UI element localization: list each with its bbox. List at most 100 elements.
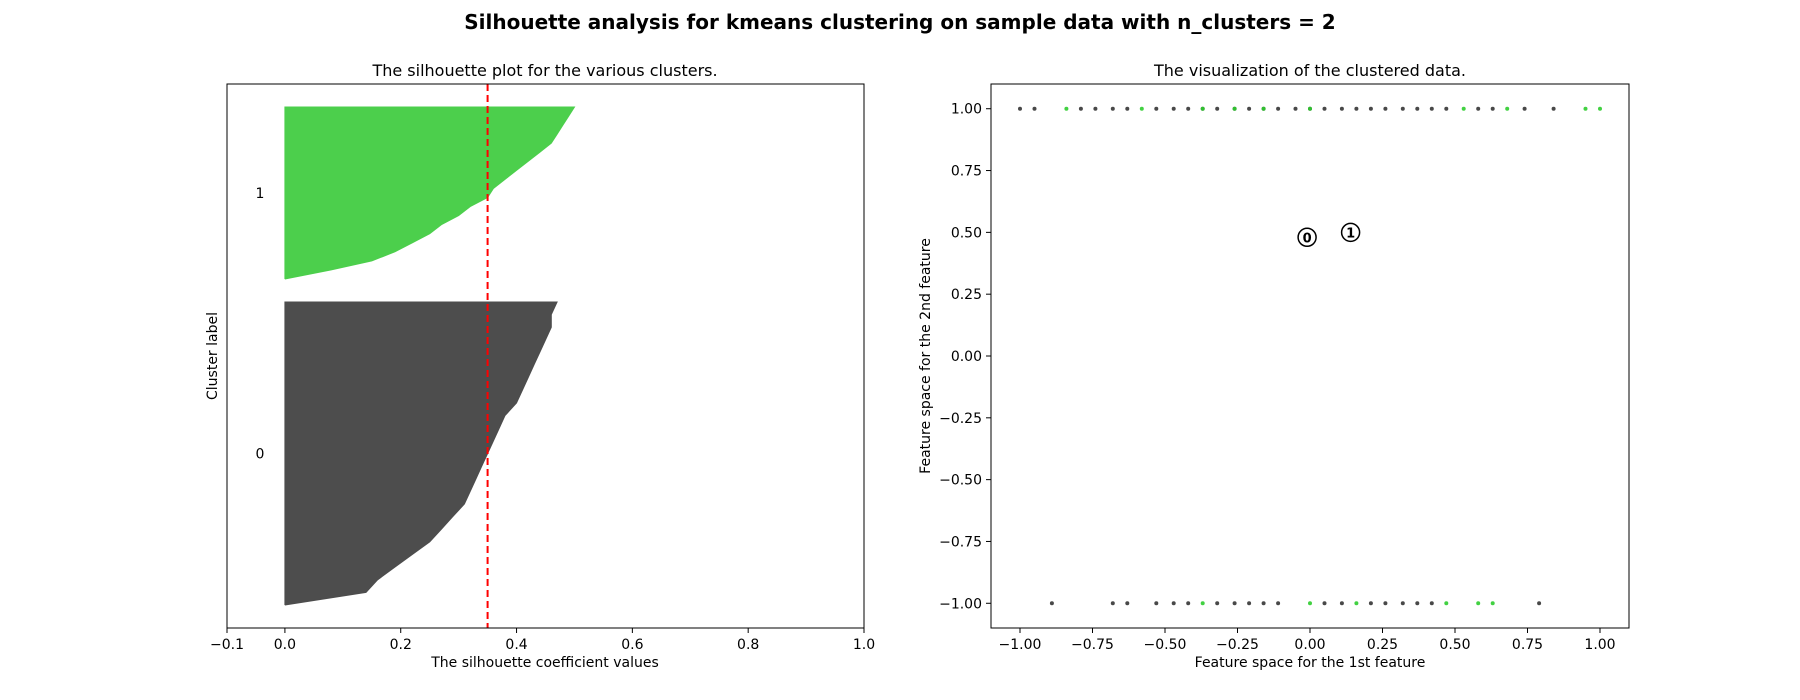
data-point-cluster-0 — [1368, 106, 1373, 111]
data-point-cluster-0 — [1400, 601, 1405, 606]
data-point-cluster-1 — [1200, 106, 1205, 111]
cluster-center-label-0: 0 — [1303, 231, 1312, 246]
data-point-cluster-0 — [1339, 601, 1344, 606]
x-tick-label: −0.50 — [1144, 637, 1187, 653]
data-point-cluster-1 — [1261, 106, 1266, 111]
data-point-cluster-0 — [1537, 601, 1542, 606]
data-point-cluster-0 — [1215, 106, 1220, 111]
scatter-plot-title: The visualization of the clustered data. — [1153, 61, 1466, 80]
data-point-cluster-0 — [1383, 601, 1388, 606]
data-point-cluster-0 — [1186, 106, 1191, 111]
data-point-cluster-1 — [1476, 601, 1481, 606]
data-point-cluster-0 — [1247, 106, 1252, 111]
scatter-y-axis-label: Feature space for the 2nd feature — [918, 238, 934, 474]
data-point-cluster-1 — [1598, 106, 1602, 111]
data-point-cluster-0 — [1110, 601, 1115, 606]
x-tick-label: −1.00 — [999, 637, 1042, 653]
cluster-center-label-1: 1 — [1346, 226, 1355, 241]
x-tick-label: −0.1 — [210, 637, 244, 653]
y-tick-label: 1.00 — [951, 102, 982, 118]
y-tick-label: −0.50 — [939, 473, 982, 489]
x-tick-label: 0.8 — [737, 637, 759, 653]
cluster-labels: 01 — [256, 186, 265, 463]
silhouette-plot-frame — [226, 83, 865, 629]
data-point-cluster-0 — [1429, 106, 1434, 111]
scatter-y-ticks: −1.00 −0.75 −0.50 −0.25 0.00 0.25 0.50 0.75 1.00 — [939, 102, 991, 612]
data-point-cluster-0 — [1322, 601, 1327, 606]
y-tick-label: 0.25 — [951, 287, 982, 303]
cluster-label-0: 0 — [256, 447, 265, 463]
data-point-cluster-1 — [1444, 601, 1449, 606]
figure-suptitle: Silhouette analysis for kmeans clusterin… — [464, 10, 1336, 34]
cluster-center-marker-0 — [1297, 227, 1317, 248]
y-tick-label: 0.00 — [951, 349, 982, 365]
y-tick-label: −0.75 — [939, 534, 982, 550]
data-point-cluster-1 — [1505, 106, 1510, 111]
data-point-cluster-0 — [1261, 601, 1266, 606]
data-point-cluster-1 — [1308, 601, 1312, 606]
data-point-cluster-0 — [1444, 106, 1449, 111]
data-point-cluster-0 — [1476, 106, 1481, 111]
x-tick-label: 0.25 — [1367, 637, 1398, 653]
data-point-cluster-0 — [1078, 106, 1083, 111]
data-point-cluster-0 — [1522, 106, 1527, 111]
silhouette-x-ticks: −0.1 0.0 0.2 0.4 0.6 0.8 1.0 — [210, 628, 875, 653]
data-point-cluster-0 — [1049, 601, 1054, 606]
data-point-cluster-0 — [1400, 106, 1405, 111]
x-tick-label: 0.2 — [390, 637, 412, 653]
silhouette-plot-title: The silhouette plot for the various clus… — [371, 61, 717, 80]
data-point-cluster-0 — [1293, 106, 1298, 111]
data-point-cluster-0 — [1339, 106, 1344, 111]
data-point-cluster-0 — [1186, 601, 1191, 606]
data-point-cluster-1 — [1490, 601, 1495, 606]
data-point-cluster-0 — [1154, 106, 1159, 111]
x-tick-label: −0.25 — [1216, 637, 1259, 653]
data-point-cluster-0 — [1032, 106, 1037, 111]
data-point-cluster-0 — [1171, 106, 1176, 111]
x-tick-label: 1.00 — [1584, 637, 1615, 653]
data-point-cluster-0 — [1125, 601, 1130, 606]
data-point-cluster-0 — [1551, 106, 1556, 111]
scatter-x-ticks: −1.00 −0.75 −0.50 −0.25 0.00 0.25 0.50 0.75 1.00 — [999, 628, 1616, 653]
data-point-cluster-1 — [1461, 106, 1466, 111]
silhouette-y-axis-label: Cluster label — [205, 312, 221, 400]
silhouette-fill-cluster-1 — [284, 106, 576, 280]
data-point-cluster-1 — [1583, 106, 1588, 111]
cluster-label-1: 1 — [256, 186, 265, 202]
data-point-cluster-0 — [1110, 106, 1115, 111]
data-point-cluster-0 — [1247, 601, 1252, 606]
scatter-points — [1018, 106, 1602, 606]
data-point-cluster-1 — [1200, 601, 1205, 606]
data-point-cluster-0 — [1093, 106, 1098, 111]
data-point-cluster-0 — [1232, 601, 1237, 606]
silhouette-fills — [284, 106, 576, 606]
x-tick-label: 0.0 — [274, 637, 296, 653]
data-point-cluster-0 — [1383, 106, 1388, 111]
y-tick-label: 0.75 — [951, 164, 982, 180]
scatter-x-axis-label: Feature space for the 1st feature — [1195, 655, 1426, 671]
data-point-cluster-0 — [1415, 601, 1420, 606]
data-point-cluster-1 — [1139, 106, 1144, 111]
silhouette-fill-cluster-0 — [284, 301, 558, 606]
y-tick-label: 0.50 — [951, 225, 982, 241]
x-tick-label: 0.75 — [1512, 637, 1543, 653]
y-tick-label: −1.00 — [939, 596, 982, 612]
data-point-cluster-0 — [1154, 601, 1159, 606]
x-tick-label: 0.4 — [505, 637, 527, 653]
data-point-cluster-0 — [1215, 601, 1220, 606]
data-point-cluster-0 — [1368, 601, 1373, 606]
data-point-cluster-1 — [1232, 106, 1237, 111]
y-tick-label: −0.25 — [939, 411, 982, 427]
data-point-cluster-0 — [1018, 106, 1022, 111]
x-tick-label: 0.00 — [1294, 637, 1325, 653]
cluster-center-marker-1 — [1340, 222, 1361, 243]
cluster-scatter-plot: The visualization of the clustered data.… — [918, 61, 1630, 671]
data-point-cluster-1 — [1064, 106, 1069, 111]
data-point-cluster-0 — [1276, 601, 1281, 606]
x-tick-label: 1.0 — [853, 637, 875, 653]
silhouette-x-axis-label: The silhouette coefficient values — [430, 655, 659, 671]
data-point-cluster-0 — [1490, 106, 1495, 111]
data-point-cluster-0 — [1354, 106, 1359, 111]
